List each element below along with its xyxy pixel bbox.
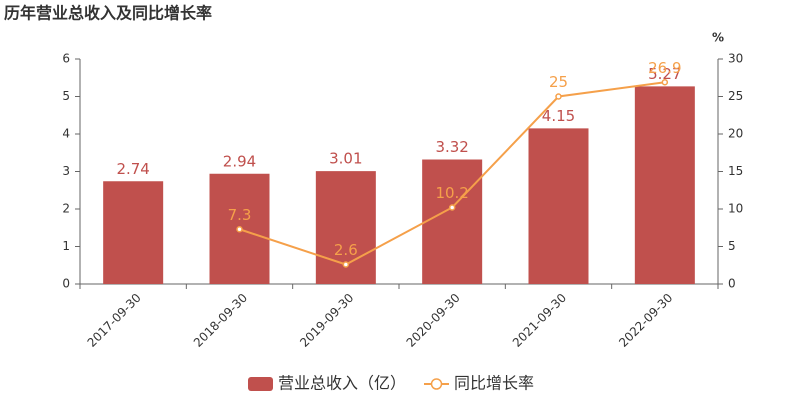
line-point — [661, 79, 669, 86]
y2-tick-label: 20 — [728, 127, 743, 141]
line-value-label: 10.2 — [435, 184, 468, 202]
bar-value-label: 4.15 — [542, 107, 575, 125]
bar-value-label: 2.94 — [223, 152, 256, 170]
x-tick-label: 2022-09-30 — [616, 291, 675, 350]
line-value-label: 7.3 — [228, 206, 252, 224]
y2-tick-label: 25 — [728, 89, 743, 103]
x-tick-label: 2018-09-30 — [191, 291, 250, 350]
bar-value-label: 2.74 — [116, 160, 149, 178]
bar — [528, 128, 589, 284]
line-point — [448, 204, 456, 211]
y2-tick-label: 10 — [728, 202, 743, 216]
line-point — [555, 93, 562, 100]
bar-value-label: 5.27 — [648, 65, 681, 83]
legend-label: 营业总收入（亿） — [278, 374, 406, 393]
y-tick-label: 4 — [62, 127, 70, 141]
line-value-label: 26.9 — [648, 59, 681, 77]
y-tick-label: 1 — [62, 239, 70, 253]
y2-unit-label: % — [712, 31, 724, 45]
chart-title: 历年营业总收入及同比增长率 — [4, 4, 212, 23]
x-tick-label: 2020-09-30 — [404, 291, 463, 350]
line-point — [236, 226, 243, 233]
bar-value-label: 3.32 — [435, 138, 468, 156]
bar — [422, 159, 483, 284]
x-tick-label: 2021-09-30 — [510, 291, 569, 350]
y2-tick-label: 15 — [728, 164, 743, 178]
line-point — [342, 261, 350, 268]
legend-swatch — [248, 377, 273, 391]
y-tick-label: 5 — [62, 89, 70, 103]
y2-tick-label: 0 — [728, 277, 736, 291]
y-tick-label: 3 — [62, 164, 70, 178]
bar-value-label: 3.01 — [329, 150, 362, 168]
legend-label: 同比增长率 — [454, 374, 534, 393]
bar — [103, 181, 164, 284]
y2-tick-label: 5 — [728, 239, 736, 253]
x-tick-label: 2017-09-30 — [85, 291, 144, 350]
y2-tick-label: 30 — [728, 52, 743, 66]
x-tick-label: 2019-09-30 — [297, 291, 356, 350]
line-value-label: 2.6 — [334, 241, 358, 259]
line-value-label: 25 — [549, 73, 568, 91]
y-tick-label: 6 — [62, 52, 70, 66]
y-tick-label: 0 — [62, 277, 70, 291]
y-tick-label: 2 — [62, 202, 70, 216]
bar — [634, 86, 695, 284]
legend-marker — [430, 378, 443, 390]
